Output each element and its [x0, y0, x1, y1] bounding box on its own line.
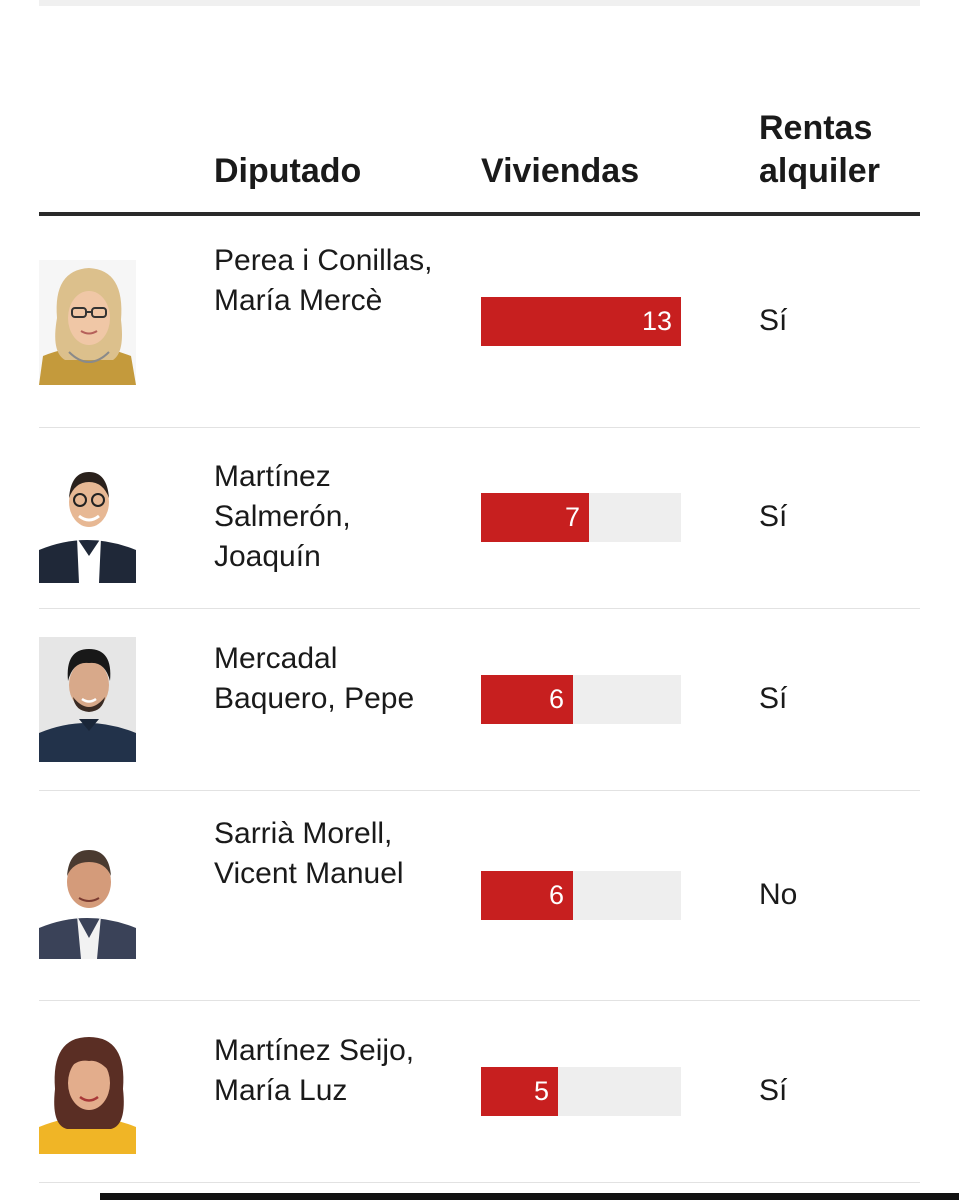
previous-section-strip [39, 0, 920, 6]
table-header: Diputado Viviendas Rentas alquiler [39, 100, 920, 216]
deputy-photo [39, 458, 136, 583]
viviendas-bar: 6 [481, 675, 573, 724]
deputy-photo [39, 1029, 136, 1154]
viviendas-value: 7 [564, 502, 580, 532]
deputy-photo [39, 834, 136, 959]
viviendas-value: 6 [548, 880, 564, 910]
deputy-name: Sarrià Morell, Vicent Manuel [214, 817, 404, 890]
rentas-value: Sí [759, 304, 788, 337]
deputy-name: Mercadal Baquero, Pepe [214, 642, 415, 715]
rentas-value: No [759, 878, 798, 911]
viviendas-value: 5 [533, 1076, 549, 1106]
avatar-man-suit-icon [39, 834, 136, 959]
viviendas-bar-track: 5 [481, 1067, 681, 1116]
avatar-woman-blonde-icon [39, 260, 136, 385]
viviendas-bar-track: 6 [481, 871, 681, 920]
rentas-value: Sí [759, 1074, 788, 1107]
column-header-viviendas: Viviendas [481, 152, 640, 190]
rentas-value: Sí [759, 500, 788, 533]
avatar-man-glasses-icon [39, 458, 136, 583]
rentas-value: Sí [759, 682, 788, 715]
viviendas-bar: 5 [481, 1067, 558, 1116]
table-row: Martínez Salmerón, Joaquín 7 Sí [39, 428, 920, 609]
deputy-name: Perea i Conillas, María Mercè [214, 244, 433, 317]
avatar-woman-dark-hair-icon [39, 1029, 136, 1154]
viviendas-bar-track: 7 [481, 493, 681, 542]
bottom-scroll-indicator [100, 1193, 959, 1200]
viviendas-value: 6 [548, 684, 564, 714]
viviendas-bar-track: 13 [481, 297, 681, 346]
table-row: Perea i Conillas, María Mercè 13 Sí [39, 216, 920, 428]
viviendas-bar: 6 [481, 871, 573, 920]
viviendas-bar-track: 6 [481, 675, 681, 724]
column-header-rentas-alquiler: Rentas alquiler [759, 109, 880, 190]
deputy-name: Martínez Seijo, María Luz [214, 1034, 415, 1107]
avatar-man-dark-hair-icon [39, 637, 136, 762]
table-row: Martínez Seijo, María Luz 5 Sí [39, 1001, 920, 1183]
viviendas-bar: 13 [481, 297, 681, 346]
deputy-name: Martínez Salmerón, Joaquín [214, 460, 351, 573]
deputy-photo [39, 260, 136, 385]
column-header-diputado: Diputado [214, 152, 362, 190]
deputy-photo [39, 637, 136, 762]
viviendas-value: 13 [641, 306, 672, 336]
viviendas-bar: 7 [481, 493, 589, 542]
table-row: Mercadal Baquero, Pepe 6 Sí [39, 609, 920, 791]
table-row: Sarrià Morell, Vicent Manuel 6 No [39, 791, 920, 1001]
